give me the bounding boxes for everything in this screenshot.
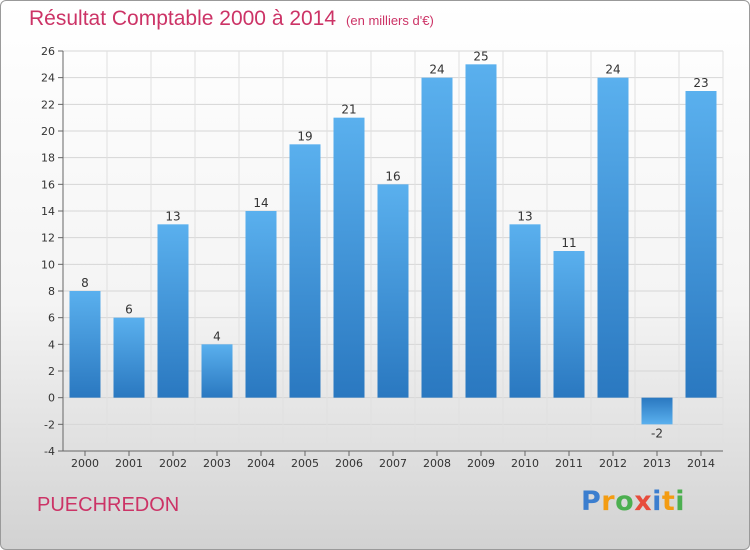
- x-tick-label: 2013: [643, 457, 671, 470]
- x-tick-label: 2003: [203, 457, 231, 470]
- commune-name: PUECHREDON: [37, 494, 180, 516]
- bar: [157, 224, 189, 398]
- bar: [553, 251, 585, 398]
- chart-title: Résultat Comptable 2000 à 2014 (en millie…: [29, 7, 434, 31]
- logo-letter: x: [634, 486, 653, 517]
- value-label: 4: [213, 329, 221, 343]
- logo-letter: i: [675, 486, 686, 517]
- x-tick-label: 2006: [335, 457, 363, 470]
- x-tick-label: 2012: [599, 457, 627, 470]
- x-tick-label: 2014: [687, 457, 715, 470]
- y-tick-label: 2: [48, 365, 55, 378]
- logo-letter: r: [601, 486, 616, 517]
- bar: [333, 117, 365, 398]
- bar: [69, 291, 101, 398]
- x-tick-label: 2001: [115, 457, 143, 470]
- value-label: 23: [693, 76, 708, 90]
- y-tick-label: 12: [41, 232, 55, 245]
- y-tick-label: 26: [41, 45, 55, 58]
- y-tick-label: -2: [44, 418, 55, 431]
- value-label: -2: [651, 426, 663, 440]
- bar: [597, 77, 629, 398]
- value-label: 25: [473, 49, 488, 63]
- logo-letter: P: [581, 486, 602, 517]
- value-label: 24: [429, 63, 444, 77]
- x-tick-label: 2010: [511, 457, 539, 470]
- x-tick-label: 2009: [467, 457, 495, 470]
- value-label: 19: [297, 129, 312, 143]
- y-tick-label: 14: [41, 205, 55, 218]
- bar: [509, 224, 541, 398]
- bar: [201, 344, 233, 398]
- y-tick-label: 8: [48, 285, 55, 298]
- y-tick-label: 6: [48, 312, 55, 325]
- bar: [377, 184, 409, 398]
- value-label: 16: [385, 169, 400, 183]
- value-label: 6: [125, 303, 133, 317]
- y-tick-label: -4: [44, 445, 55, 458]
- value-label: 11: [561, 236, 576, 250]
- bar: [245, 211, 277, 398]
- y-tick-label: 10: [41, 258, 55, 271]
- bar: [289, 144, 321, 398]
- x-tick-label: 2007: [379, 457, 407, 470]
- value-label: 14: [253, 196, 268, 210]
- y-tick-label: 24: [41, 72, 55, 85]
- x-tick-label: 2008: [423, 457, 451, 470]
- value-label: 24: [605, 63, 620, 77]
- y-tick-label: 4: [48, 338, 55, 351]
- bar: [685, 91, 717, 398]
- bar: [113, 317, 145, 398]
- y-tick-label: 20: [41, 125, 55, 138]
- x-tick-label: 2011: [555, 457, 583, 470]
- proxiti-logo: Proxiti: [581, 486, 685, 517]
- bar: [421, 77, 453, 398]
- value-label: 13: [165, 209, 180, 223]
- logo-letter: i: [652, 486, 662, 517]
- logo-letter: o: [615, 486, 635, 517]
- bar: [641, 397, 673, 425]
- y-tick-label: 16: [41, 178, 55, 191]
- chart-unit-note: (en milliers d'€): [346, 13, 434, 28]
- bar: [465, 64, 497, 398]
- x-tick-label: 2005: [291, 457, 319, 470]
- x-tick-label: 2002: [159, 457, 187, 470]
- y-tick-label: 22: [41, 98, 55, 111]
- value-label: 8: [81, 276, 89, 290]
- x-tick-label: 2000: [71, 457, 99, 470]
- logo-letter: t: [661, 486, 676, 517]
- x-tick-label: 2004: [247, 457, 275, 470]
- y-tick-label: 0: [48, 392, 55, 405]
- chart-title-text: Résultat Comptable 2000 à 2014: [29, 7, 337, 30]
- y-tick-label: 18: [41, 152, 55, 165]
- value-label: 21: [341, 103, 356, 117]
- value-label: 13: [517, 209, 532, 223]
